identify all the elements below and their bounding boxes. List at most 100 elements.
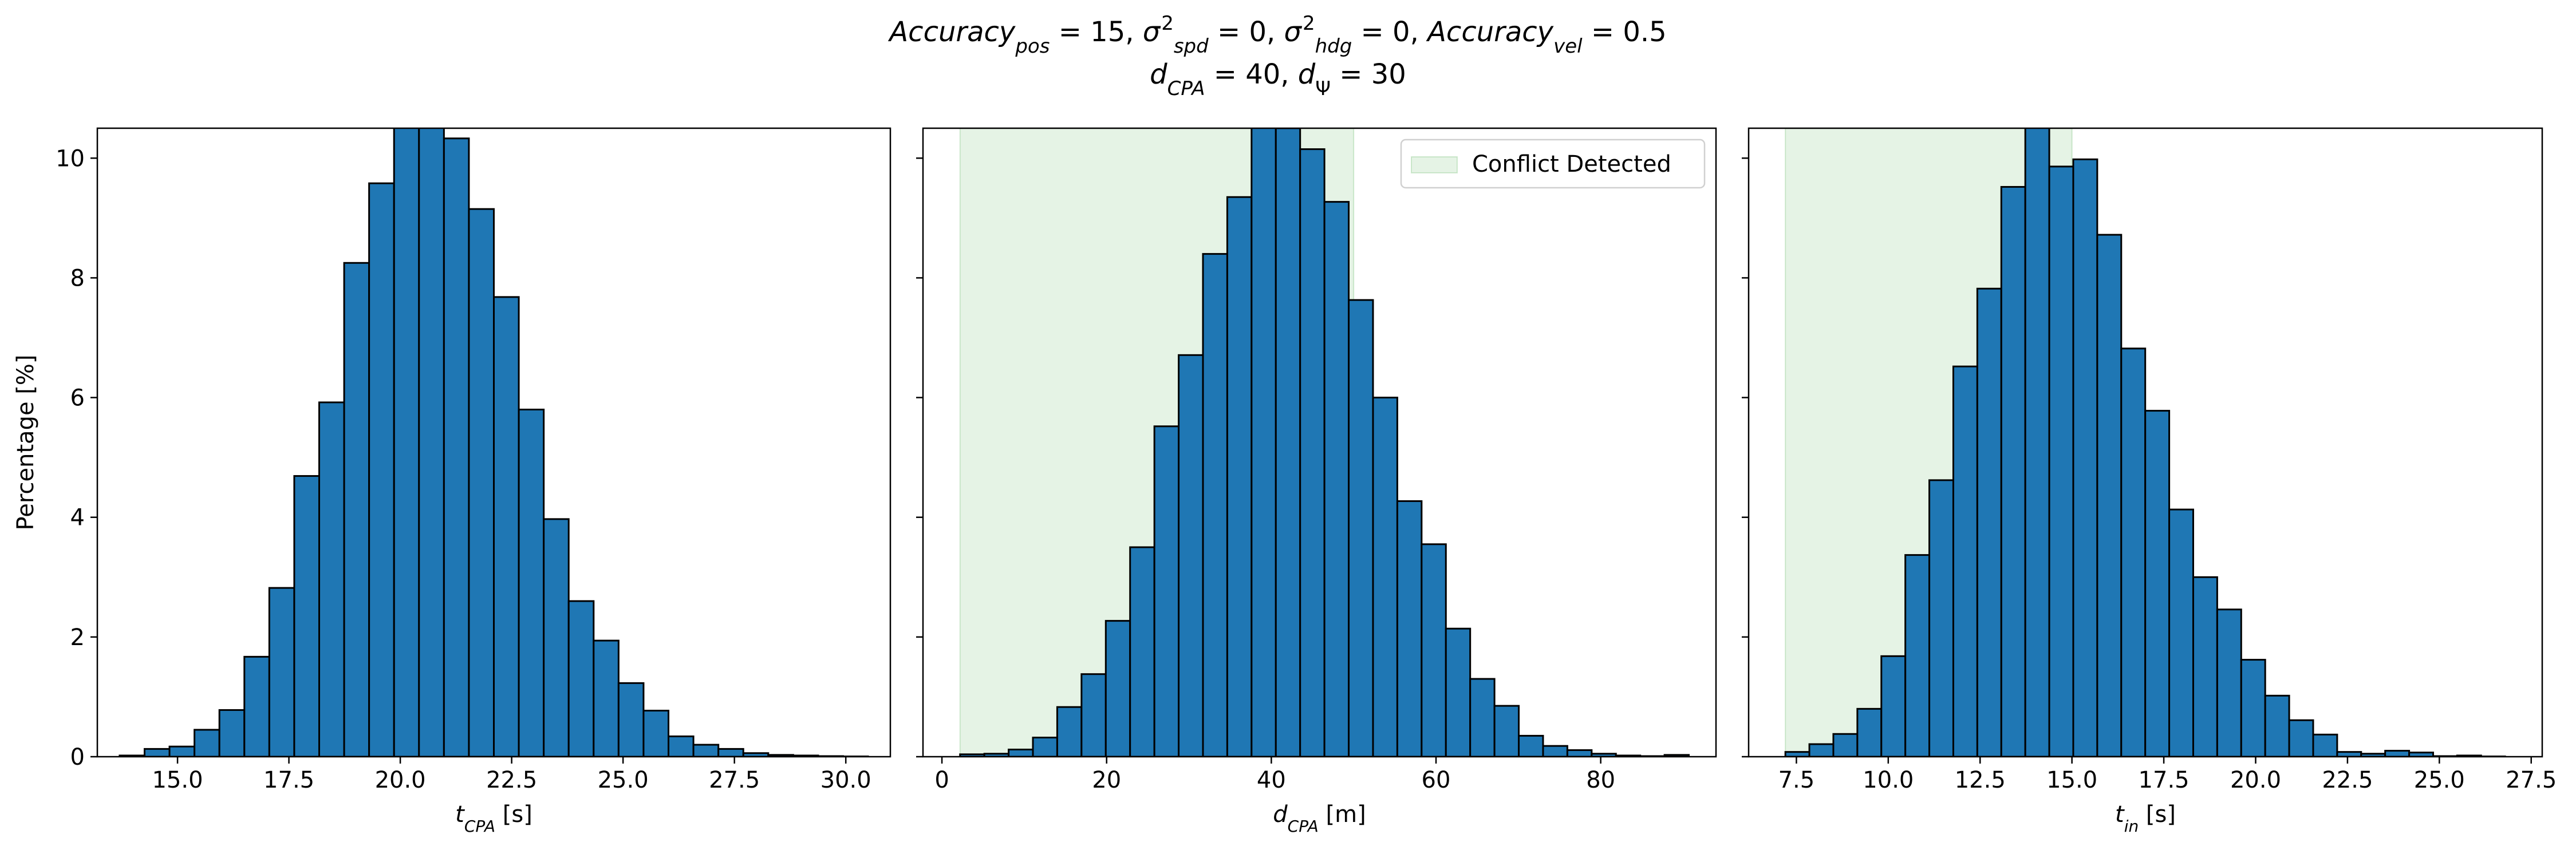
x-tick-label: 27.5 [2506,767,2557,793]
histogram-bar [692,744,720,757]
histogram-bar [1226,196,1253,757]
histogram-bar [2048,165,2074,757]
histogram-bar [1469,678,1496,757]
histogram-bar [1421,543,1447,757]
x-tick-label: 27.5 [709,767,760,793]
x-tick-label: 15.0 [152,767,203,793]
histogram-bar [1904,554,1931,757]
histogram-bar [493,296,520,757]
x-tick-label: 20.0 [375,767,426,793]
subplot-1: 15.0 17.5 20.0 22.5 25.0 27.5 30.0 0 2 4 6 8 10 tCPA … [13,127,891,836]
histogram-bar [2192,576,2218,757]
x-tick-label: 30.0 [820,767,871,793]
histogram-bar [1275,128,1301,757]
histogram-bar [1056,706,1083,757]
axes-frame [96,127,891,758]
x-tick-label: 22.5 [486,767,537,793]
histogram-bar [1856,707,1883,757]
histogram-bar [343,262,370,757]
x-tick-label: 12.5 [1955,767,2006,793]
histogram-bar [1976,287,2002,757]
x-tick-label: 80 [1586,767,1615,793]
subplot-3: 7.5 10.0 12.5 15.0 17.5 20.0 22.5 25.0 27.5 tin [… [1742,127,2557,836]
y-axis-label: Percentage [%] [13,355,39,531]
y-tick-label: 10 [56,145,85,172]
y-tick-label: 0 [70,744,85,770]
histogram-bar [1445,627,1472,757]
histogram-bar [318,401,345,757]
histogram-bar [243,655,270,757]
histogram-bar [2072,158,2098,757]
histogram-bar [1032,737,1058,757]
plot-area [119,128,869,757]
histogram-bar [2408,752,2434,757]
legend: Conflict Detected [1400,139,1706,189]
histogram-bar [1880,655,1907,757]
x-tick-label: 20 [1092,767,1121,793]
histogram-bar [143,748,171,757]
histogram-bar [2216,608,2242,757]
subplots: 15.0 17.5 20.0 22.5 25.0 27.5 30.0 0 2 4 6 8 10 tCPA … [13,127,2557,836]
histogram-bar [1178,354,1204,757]
legend-swatch [1411,156,1458,173]
histogram-bar [1808,743,1835,757]
axes-frame [922,127,1717,758]
histogram-bar [2144,410,2171,757]
histogram-bar [393,128,420,757]
histogram-bar [218,709,246,757]
plot-area [959,128,1690,757]
y-tick-label: 2 [70,624,85,651]
histogram-bar [668,735,695,757]
figure-title-line-2: dCPA = 40, dΨ = 30 [1150,58,1406,100]
histogram-bar [1663,754,1690,757]
subplot-2: 0 20 40 60 80 dCPA [m] Conflict Detected [916,127,1717,836]
histogram-bar [518,408,545,757]
histogram-bar [2264,694,2290,757]
histogram-bar [2024,128,2050,757]
x-tick-label: 0 [934,767,949,793]
histogram-bar [293,475,320,757]
histogram-bar [567,600,595,757]
legend-label: Conflict Detected [1472,151,1671,177]
histogram-bar [1008,748,1034,757]
histogram-bar [1928,479,1954,757]
figure-title-line-1: Accuracypos = 15, σ2spd = 0, σ2hdg = 0, … [887,12,1666,58]
x-axis-label: tCPA [s] [455,801,532,836]
histogram-bar [443,137,470,757]
x-tick-label: 15.0 [2046,767,2097,793]
histogram-bar [418,128,445,757]
histogram-bar [617,682,645,757]
histogram-bar [642,709,670,757]
histogram-bar [1372,397,1398,757]
legend-frame [1400,139,1706,189]
histogram-bar [1396,500,1423,757]
histogram-bar [1202,253,1228,757]
x-tick-label: 20.0 [2230,767,2281,793]
histogram-bar [368,182,395,757]
x-tick-label: 22.5 [2322,767,2373,793]
plot-area [1784,128,2506,757]
x-tick-label: 7.5 [1778,767,1815,793]
histogram-bar [1952,365,1978,757]
x-tick-label: 25.0 [598,767,649,793]
y-tick-label: 4 [70,505,85,531]
y-tick-label: 6 [70,385,85,412]
histogram-bar [2120,347,2147,757]
histogram-bar [543,518,570,757]
histogram-bar [1493,705,1520,757]
histogram-bar [2096,234,2123,757]
x-tick-label: 25.0 [2414,767,2465,793]
histogram-bar [1080,673,1107,757]
x-axis-label: tin [s] [2115,801,2176,836]
histogram-bar [2000,185,2026,757]
x-tick-label: 17.5 [2139,767,2190,793]
histogram-bar [1832,733,1859,757]
histogram-bar [2336,751,2362,757]
histogram-bar [2288,719,2314,757]
histogram-bar [1153,425,1180,757]
histogram-bar [717,748,744,757]
histogram-bar [168,745,196,757]
histogram-bar [1250,128,1277,757]
y-tick-label: 8 [70,265,85,291]
